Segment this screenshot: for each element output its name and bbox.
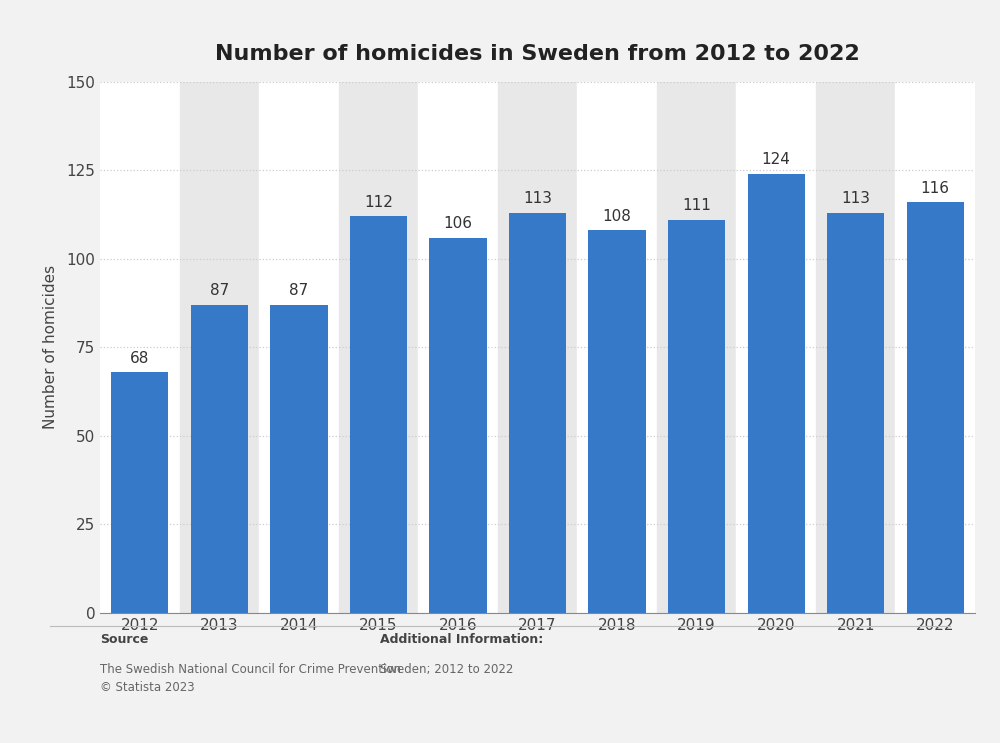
Bar <box>509 212 566 613</box>
Text: The Swedish National Council for Crime Prevention
© Statista 2023: The Swedish National Council for Crime P… <box>100 663 401 694</box>
Bar <box>657 82 736 613</box>
Bar <box>588 230 646 613</box>
Bar <box>429 238 487 613</box>
Bar <box>668 220 725 613</box>
Text: 113: 113 <box>841 192 870 207</box>
Bar <box>259 82 339 613</box>
Bar <box>418 82 498 613</box>
Bar <box>827 212 884 613</box>
Bar <box>339 82 418 613</box>
Text: 108: 108 <box>603 209 631 224</box>
Y-axis label: Number of homicides: Number of homicides <box>43 265 58 429</box>
Bar <box>270 305 328 613</box>
Bar <box>736 82 816 613</box>
Bar <box>111 372 168 613</box>
Text: 106: 106 <box>443 216 472 231</box>
Text: 87: 87 <box>210 284 229 299</box>
Bar <box>816 82 895 613</box>
Text: Sweden; 2012 to 2022: Sweden; 2012 to 2022 <box>380 663 513 675</box>
Bar <box>100 82 180 613</box>
Bar <box>191 305 248 613</box>
Bar <box>577 82 657 613</box>
Bar <box>180 82 259 613</box>
Bar <box>748 174 805 613</box>
Text: 111: 111 <box>682 198 711 213</box>
Bar <box>350 216 407 613</box>
Text: 124: 124 <box>762 152 791 167</box>
Title: Number of homicides in Sweden from 2012 to 2022: Number of homicides in Sweden from 2012 … <box>215 44 860 63</box>
Text: 87: 87 <box>289 284 308 299</box>
Text: 116: 116 <box>921 181 950 195</box>
Bar <box>907 202 964 613</box>
Text: 112: 112 <box>364 195 393 210</box>
Text: Source: Source <box>100 633 148 646</box>
Text: 68: 68 <box>130 351 149 366</box>
Bar <box>895 82 975 613</box>
Text: 113: 113 <box>523 192 552 207</box>
Text: Additional Information:: Additional Information: <box>380 633 543 646</box>
Bar <box>498 82 577 613</box>
